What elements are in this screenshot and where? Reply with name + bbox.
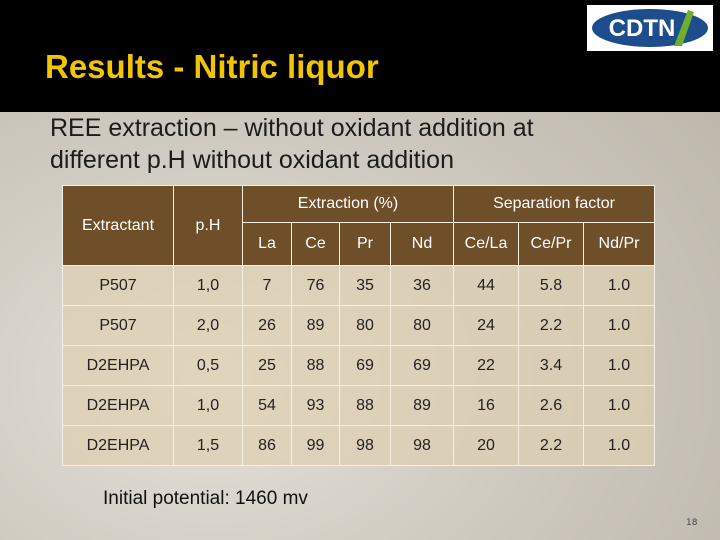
cell: 2.6 (518, 385, 584, 426)
header-cell: p.H (173, 185, 243, 266)
cell: 44 (453, 265, 519, 306)
data-row: D2EHPA 1,5 86 99 98 98 20 2.2 1.0 (62, 425, 655, 466)
data-row: P507 2,0 26 89 80 80 24 2.2 1.0 (62, 305, 655, 346)
header-cell: Ce (291, 222, 340, 266)
logo-text: CDTN (609, 15, 676, 42)
subtitle-line: REE extraction – without oxidant additio… (50, 114, 534, 142)
header-cell: Nd/Pr (583, 222, 655, 266)
data-row: P507 1,0 7 76 35 36 44 5.8 1.0 (62, 265, 655, 306)
header-cell: Pr (339, 222, 391, 266)
cell: 69 (339, 345, 391, 386)
header-cell: Extractant (62, 185, 174, 266)
cell: 98 (339, 425, 391, 466)
logo-swoosh (674, 10, 694, 46)
data-row: D2EHPA 1,0 54 93 88 89 16 2.6 1.0 (62, 385, 655, 426)
cell: 2,0 (173, 305, 243, 346)
results-table: Extractant p.H Extraction (%) Separation fa… (62, 185, 655, 466)
note: Initial potential: 1460 mv (103, 488, 308, 509)
cell: 1.0 (583, 385, 655, 426)
cell: D2EHPA (62, 385, 174, 426)
cell: 35 (339, 265, 391, 306)
cell: 54 (242, 385, 292, 426)
cell: P507 (62, 305, 174, 346)
data-row: D2EHPA 0,5 25 88 69 69 22 3.4 1.0 (62, 345, 655, 386)
header-cell: La (242, 222, 292, 266)
cell: 89 (390, 385, 454, 426)
cell: 80 (339, 305, 391, 346)
cell: 1.0 (583, 345, 655, 386)
cell: 93 (291, 385, 340, 426)
cell: 69 (390, 345, 454, 386)
cell: 1,0 (173, 265, 243, 306)
cell: 2.2 (518, 425, 584, 466)
cell: 88 (291, 345, 340, 386)
cell: 89 (291, 305, 340, 346)
cell: 26 (242, 305, 292, 346)
cell: 1.0 (583, 265, 655, 306)
cell: 22 (453, 345, 519, 386)
cell: 3.4 (518, 345, 584, 386)
header-cell: Ce/La (453, 222, 519, 266)
header-cell: Separation factor (453, 185, 655, 223)
cell: 0,5 (173, 345, 243, 386)
cell: 20 (453, 425, 519, 466)
header-cell: Ce/Pr (518, 222, 584, 266)
cell: D2EHPA (62, 345, 174, 386)
cell: 1,5 (173, 425, 243, 466)
cell: P507 (62, 265, 174, 306)
header-cell: Nd (390, 222, 454, 266)
header-row: Extractant p.H Extraction (%) Separation fa… (62, 185, 655, 266)
cell: 88 (339, 385, 391, 426)
cell: 25 (242, 345, 292, 386)
cell: D2EHPA (62, 425, 174, 466)
cell: 36 (390, 265, 454, 306)
cell: 16 (453, 385, 519, 426)
cell: 5.8 (518, 265, 584, 306)
cell: 99 (291, 425, 340, 466)
cell: 1.0 (583, 425, 655, 466)
cell: 98 (390, 425, 454, 466)
cell: 7 (242, 265, 292, 306)
logo: CDTN (587, 5, 713, 51)
cell: 1.0 (583, 305, 655, 346)
header-cell: Extraction (%) (242, 185, 454, 223)
page-number: 18 (686, 518, 698, 528)
cell: 1,0 (173, 385, 243, 426)
slide-title: Results - Nitric liquor (45, 48, 379, 85)
cell: 86 (242, 425, 292, 466)
cell: 80 (390, 305, 454, 346)
cell: 24 (453, 305, 519, 346)
cell: 2.2 (518, 305, 584, 346)
cell: 76 (291, 265, 340, 306)
subtitle-line: different p.H without oxidant addition (50, 146, 454, 174)
